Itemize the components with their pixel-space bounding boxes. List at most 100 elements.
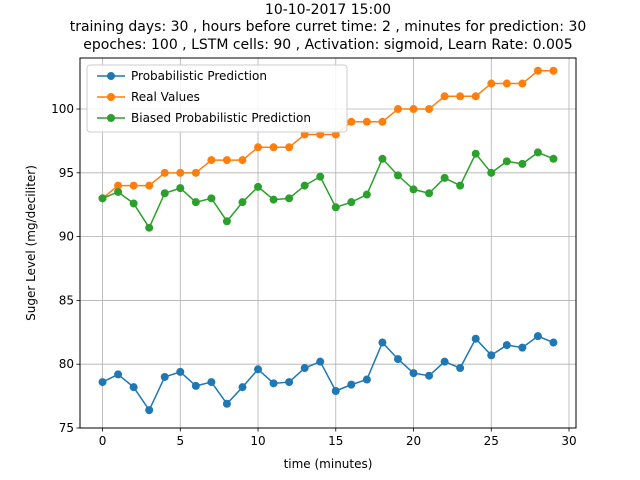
data-point	[285, 143, 294, 152]
legend-item: Probabilistic Prediction	[97, 69, 267, 83]
data-point	[269, 143, 278, 152]
data-point	[409, 185, 418, 194]
data-point	[549, 154, 558, 163]
data-point	[347, 117, 356, 126]
data-point	[316, 172, 325, 181]
data-point	[409, 105, 418, 114]
data-point	[98, 194, 107, 203]
data-point	[533, 332, 542, 341]
data-point	[362, 375, 371, 384]
legend-label: Biased Probabilistic Prediction	[131, 111, 311, 125]
data-point	[533, 148, 542, 157]
data-point	[145, 406, 154, 415]
data-point	[145, 181, 154, 190]
data-point	[393, 105, 402, 114]
data-point	[222, 399, 231, 408]
plot-frame	[79, 57, 577, 429]
y-tick-label: 90	[59, 230, 74, 244]
data-point	[238, 156, 247, 165]
data-point	[331, 203, 340, 212]
data-point	[176, 184, 185, 193]
data-point	[440, 92, 449, 101]
data-point	[362, 190, 371, 199]
data-point	[300, 130, 309, 139]
data-point	[269, 195, 278, 204]
legend-swatch-marker	[107, 114, 115, 122]
y-tick-label: 75	[59, 421, 74, 435]
x-tick-label: 15	[328, 434, 343, 448]
legend-swatch-marker	[107, 93, 115, 101]
data-point	[378, 117, 387, 126]
axis-ticks: 0 5 10 15 20 25 30 75 80 85 90 95 100	[51, 102, 577, 448]
data-point	[145, 223, 154, 232]
data-point	[331, 130, 340, 139]
data-point	[502, 341, 511, 350]
data-point	[456, 364, 465, 373]
data-point	[129, 199, 138, 208]
data-point	[378, 154, 387, 163]
data-point	[207, 194, 216, 203]
data-point	[254, 365, 263, 374]
data-point	[502, 157, 511, 166]
data-point	[160, 189, 169, 198]
series-1	[98, 66, 558, 203]
data-point	[518, 343, 527, 352]
data-point	[393, 355, 402, 364]
data-point	[300, 364, 309, 373]
data-point	[176, 168, 185, 177]
chart-title-line-3: epoches: 100 , LSTM cells: 90 , Activati…	[83, 37, 572, 53]
data-point	[114, 181, 123, 190]
data-point	[487, 351, 496, 360]
data-point	[98, 378, 107, 387]
data-point	[393, 171, 402, 180]
data-point	[285, 194, 294, 203]
y-tick-label: 95	[59, 166, 74, 180]
x-tick-label: 30	[561, 434, 576, 448]
legend-item: Real Values	[97, 90, 200, 104]
chart-title-line-1: 10-10-2017 15:00	[265, 2, 391, 18]
data-point	[347, 380, 356, 389]
data-point	[238, 383, 247, 392]
legend-label: Real Values	[131, 90, 200, 104]
data-point	[285, 378, 294, 387]
x-axis-label: time (minutes)	[284, 457, 373, 471]
data-point	[207, 156, 216, 165]
legend-label: Probabilistic Prediction	[131, 69, 267, 83]
x-tick-label: 25	[484, 434, 499, 448]
series-line	[102, 335, 554, 412]
data-point	[487, 168, 496, 177]
series-0	[98, 332, 558, 415]
data-point	[129, 181, 138, 190]
data-point	[471, 149, 480, 158]
data-point	[222, 217, 231, 226]
data-point	[331, 387, 340, 395]
x-tick-label: 20	[406, 434, 421, 448]
y-tick-label: 85	[59, 293, 74, 307]
data-point	[160, 372, 169, 381]
y-tick-label: 80	[59, 357, 74, 371]
legend-item: Biased Probabilistic Prediction	[97, 111, 311, 125]
data-point	[114, 370, 123, 379]
legend: Probabilistic Prediction Real Values Biase…	[86, 64, 348, 133]
data-point	[471, 92, 480, 101]
data-point	[176, 367, 185, 376]
data-point	[316, 130, 325, 139]
data-point	[549, 338, 558, 347]
data-point	[409, 369, 418, 378]
data-point	[425, 371, 434, 380]
y-tick-label: 100	[51, 102, 74, 116]
y-axis-label: Suger Level (mg/deciliter)	[24, 165, 38, 321]
data-point	[518, 159, 527, 168]
data-point	[440, 173, 449, 182]
data-point	[160, 168, 169, 177]
x-tick-label: 10	[250, 434, 265, 448]
legend-swatch-marker	[107, 72, 115, 80]
data-point	[254, 143, 263, 152]
data-point	[222, 156, 231, 165]
data-point	[518, 79, 527, 88]
data-point	[191, 198, 200, 207]
data-point	[456, 181, 465, 190]
data-point	[549, 66, 558, 75]
data-point	[238, 198, 247, 207]
